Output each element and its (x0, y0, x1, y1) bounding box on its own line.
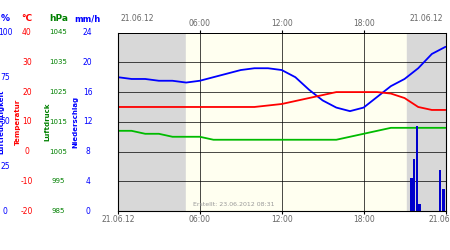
Bar (418, 204, 421, 211)
Text: 75: 75 (0, 73, 10, 82)
Bar (410, 178, 413, 211)
Text: 1005: 1005 (50, 149, 68, 155)
Text: 1045: 1045 (50, 30, 68, 36)
Text: 21.06.12: 21.06.12 (120, 14, 153, 23)
Bar (442, 189, 445, 211)
Text: 4: 4 (86, 177, 90, 186)
Text: Temperatur: Temperatur (15, 99, 21, 145)
Text: 30: 30 (22, 58, 32, 67)
Text: 16: 16 (83, 88, 93, 96)
Text: 24: 24 (83, 28, 93, 37)
Text: 12: 12 (83, 118, 93, 126)
Text: 10: 10 (22, 118, 32, 126)
Text: 985: 985 (52, 208, 65, 214)
Text: mm/h: mm/h (75, 14, 101, 23)
Text: 0: 0 (3, 207, 8, 216)
Bar (407, 32, 446, 211)
Text: 0: 0 (86, 207, 90, 216)
Text: 20: 20 (83, 58, 93, 67)
Text: 1035: 1035 (50, 59, 68, 65)
Text: -20: -20 (21, 207, 33, 216)
Text: -10: -10 (21, 177, 33, 186)
Bar (118, 32, 186, 211)
Text: 40: 40 (22, 28, 32, 37)
Text: 100: 100 (0, 28, 13, 37)
Bar (186, 32, 407, 211)
Bar (439, 170, 441, 211)
Text: Erstellt: 23.06.2012 08:31: Erstellt: 23.06.2012 08:31 (193, 202, 274, 207)
Text: 25: 25 (0, 162, 10, 171)
Text: 1025: 1025 (50, 89, 68, 95)
Text: Luftdruck: Luftdruck (44, 102, 50, 141)
Bar (416, 126, 418, 211)
Text: hPa: hPa (49, 14, 68, 23)
Text: Niederschlag: Niederschlag (72, 96, 79, 148)
Text: %: % (1, 14, 10, 23)
Text: 20: 20 (22, 88, 32, 96)
Text: 50: 50 (0, 118, 10, 126)
Bar (413, 159, 415, 211)
Text: °C: °C (22, 14, 32, 23)
Text: 1015: 1015 (50, 119, 68, 125)
Text: 21.06.12: 21.06.12 (410, 14, 443, 23)
Text: 995: 995 (52, 178, 65, 184)
Text: 0: 0 (25, 147, 29, 156)
Text: Luftfeuchtigkeit: Luftfeuchtigkeit (0, 90, 4, 154)
Text: 8: 8 (86, 147, 90, 156)
